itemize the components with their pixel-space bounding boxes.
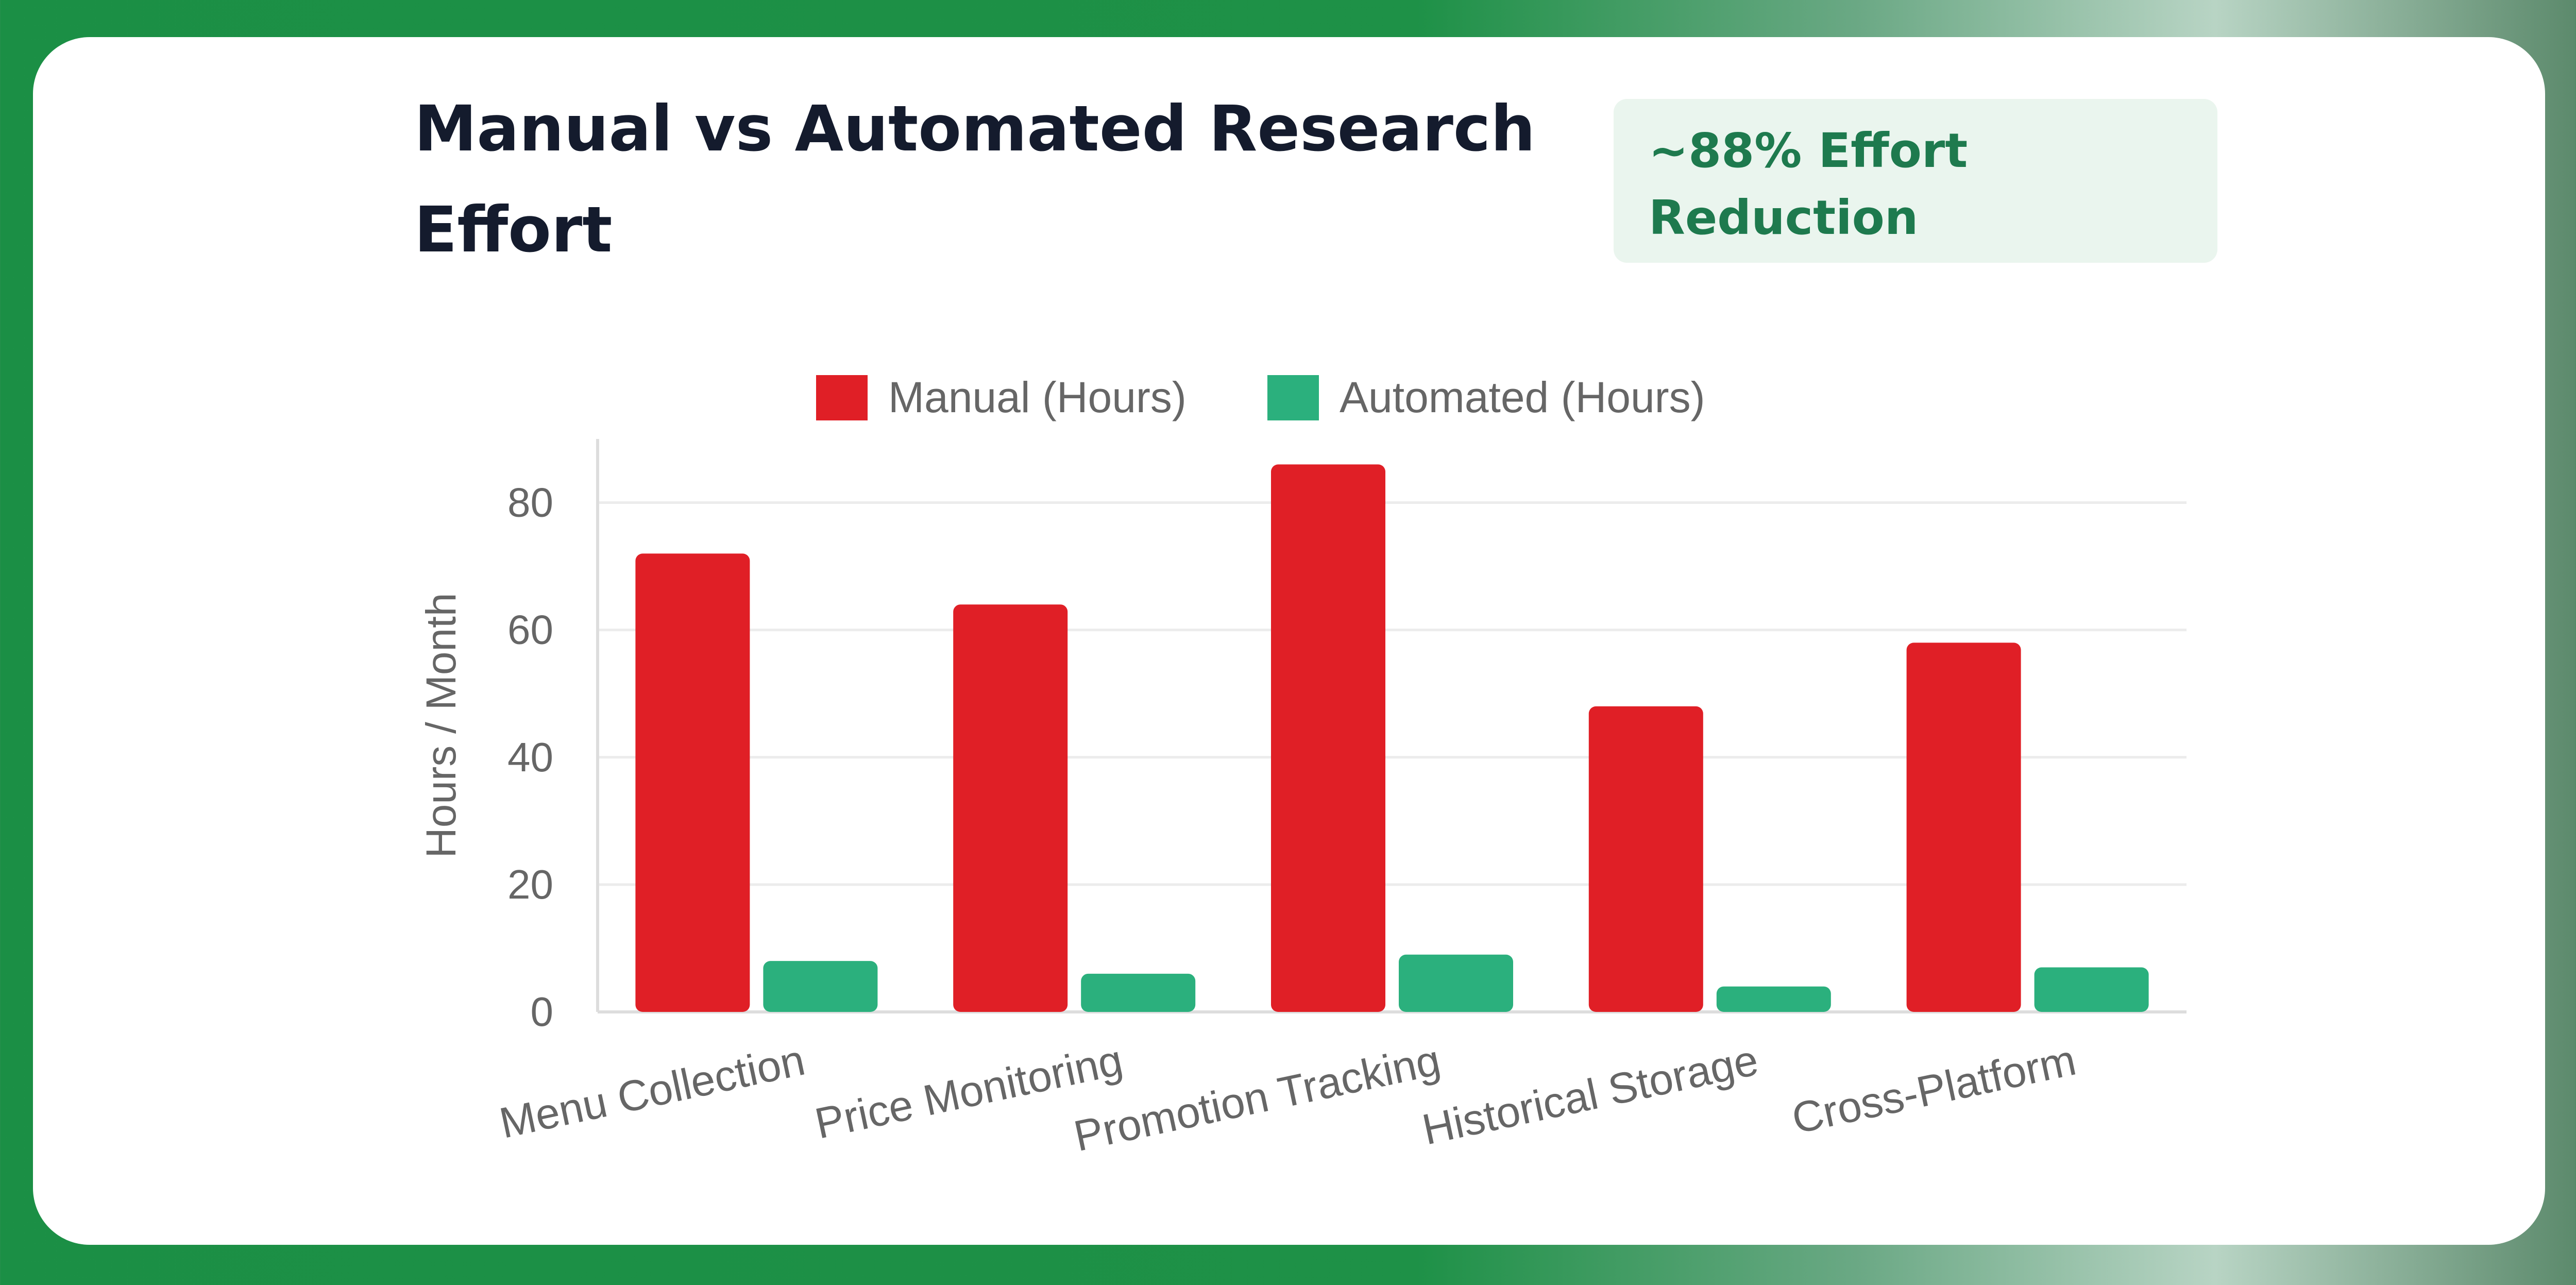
bar-automated [2034, 967, 2149, 1012]
bar-manual [1271, 464, 1385, 1012]
bar-automated [1716, 986, 1831, 1012]
effort-reduction-text: ~88% Effort Reduction [1649, 123, 1968, 245]
bar-automated [763, 961, 878, 1012]
bar-manual [635, 553, 750, 1012]
bar-automated [1081, 973, 1196, 1012]
x-tick-label: Menu Collection [495, 1036, 809, 1147]
bar-manual [1588, 706, 1703, 1012]
legend-manual-label: Manual (Hours) [888, 373, 1187, 421]
y-tick-label: 0 [531, 989, 554, 1035]
y-tick-label: 80 [507, 480, 553, 526]
legend-manual-swatch [816, 375, 868, 420]
y-axis-title: Hours / Month [418, 593, 465, 858]
y-tick-label: 20 [507, 861, 553, 907]
y-tick-label: 60 [507, 607, 553, 653]
y-tick-label: 40 [507, 734, 553, 780]
x-tick-label: Cross-Platform [1788, 1036, 2080, 1143]
chart-title: Manual vs Automated Research Effort [414, 92, 1536, 266]
x-tick-label: Promotion Tracking [1070, 1036, 1444, 1160]
bar-manual [953, 604, 1068, 1012]
legend-automated-swatch [1267, 375, 1319, 420]
legend-automated-label: Automated (Hours) [1340, 373, 1705, 421]
x-tick-label: Historical Storage [1418, 1036, 1762, 1154]
effort-reduction-badge: ~88% Effort Reduction [1614, 99, 2217, 263]
bar-automated [1399, 954, 1513, 1012]
bar-manual [1906, 642, 2021, 1012]
chart-card: Manual vs Automated Research Effort ~88%… [33, 37, 2545, 1245]
